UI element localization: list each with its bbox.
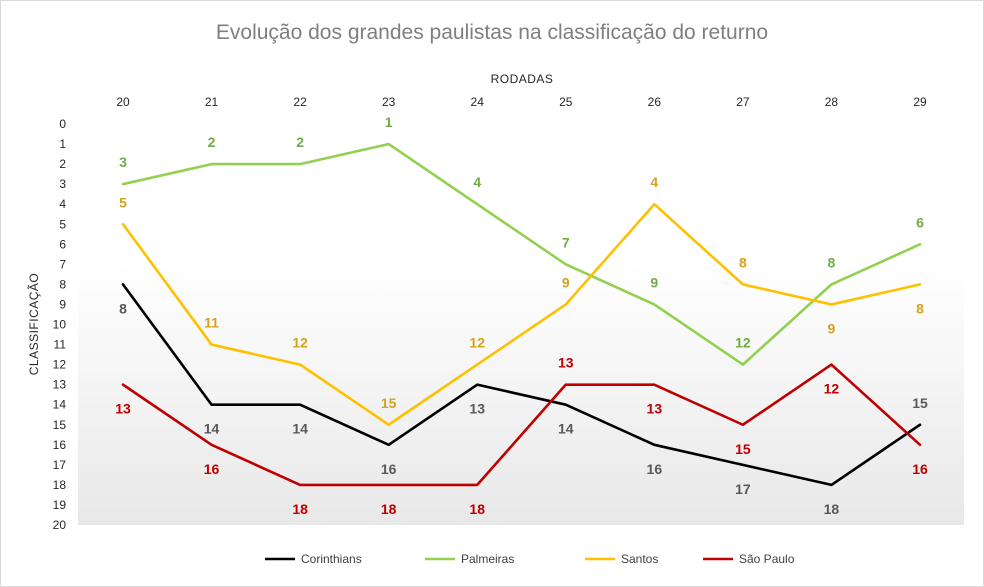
data-label-sao-paulo: 13: [558, 355, 574, 371]
data-label-palmeiras: 4: [473, 174, 481, 190]
data-label-sao-paulo: 13: [647, 401, 663, 417]
y-tick-label: 0: [59, 117, 66, 131]
y-tick-label: 1: [59, 137, 66, 151]
data-label-palmeiras: 3: [119, 154, 127, 170]
data-label-palmeiras: 7: [562, 234, 570, 250]
y-tick-label: 8: [59, 277, 66, 291]
y-tick-label: 19: [53, 498, 67, 512]
y-tick-label: 9: [59, 297, 66, 311]
series-line-corinthians: [121, 283, 922, 487]
y-tick-label: 2: [59, 157, 66, 171]
data-label-santos: 15: [381, 395, 397, 411]
legend-label-corinthians: Corinthians: [301, 552, 362, 566]
y-tick-label: 6: [59, 237, 66, 251]
x-tick-label: 22: [293, 95, 307, 109]
data-label-santos: 5: [119, 194, 127, 210]
x-tick-label: 26: [648, 95, 662, 109]
x-tick-label: 24: [471, 95, 485, 109]
data-label-santos: 9: [562, 274, 570, 290]
series-line-palmeiras: [121, 142, 922, 366]
x-tick-label: 29: [913, 95, 927, 109]
y-tick-label: 15: [53, 418, 67, 432]
legend-label-palmeiras: Palmeiras: [461, 552, 514, 566]
x-axis-title: RODADAS: [491, 72, 554, 86]
data-label-sao-paulo: 18: [292, 501, 308, 517]
y-axis-title: CLASSIFICAÇÃO: [27, 273, 41, 376]
x-axis-ticks: 20 21 22 23 24 25 26 27 28 29: [116, 95, 927, 109]
data-label-palmeiras: 1: [385, 114, 393, 130]
data-label-sao-paulo: 12: [824, 381, 840, 397]
data-label-sao-paulo: 13: [115, 401, 131, 417]
y-tick-label: 11: [54, 338, 67, 352]
data-label-corinthians: 18: [824, 501, 840, 517]
x-tick-label: 28: [825, 95, 839, 109]
y-tick-label: 4: [59, 197, 66, 211]
y-tick-label: 16: [53, 438, 67, 452]
data-label-santos: 11: [204, 315, 219, 331]
data-label-sao-paulo: 15: [735, 441, 751, 457]
y-tick-label: 17: [53, 458, 67, 472]
legend-label-sao-paulo: São Paulo: [739, 552, 795, 566]
y-tick-label: 13: [53, 378, 67, 392]
data-label-palmeiras: 12: [735, 335, 751, 351]
legend-label-santos: Santos: [621, 552, 658, 566]
series-layer: [121, 142, 922, 487]
data-label-corinthians: 13: [469, 401, 485, 417]
data-label-palmeiras: 8: [828, 254, 836, 270]
data-label-sao-paulo: 18: [381, 501, 397, 517]
data-label-corinthians: 8: [119, 300, 127, 316]
y-tick-label: 20: [53, 518, 67, 532]
data-label-palmeiras: 2: [208, 134, 216, 150]
data-label-palmeiras: 9: [650, 274, 658, 290]
data-label-corinthians: 15: [912, 395, 928, 411]
data-label-santos: 12: [469, 335, 485, 351]
data-label-palmeiras: 6: [916, 214, 924, 230]
x-tick-label: 21: [205, 95, 219, 109]
x-tick-label: 23: [382, 95, 396, 109]
data-label-sao-paulo: 16: [204, 461, 220, 477]
data-label-santos: 8: [916, 300, 924, 316]
data-label-sao-paulo: 16: [912, 461, 928, 477]
series-line-santos: [121, 202, 922, 427]
data-label-corinthians: 16: [381, 461, 397, 477]
data-label-santos: 4: [650, 174, 658, 190]
y-tick-label: 3: [59, 177, 66, 191]
legend: Corinthians Palmeiras Santos São Paulo: [265, 552, 795, 566]
data-label-corinthians: 17: [735, 481, 751, 497]
chart-title: Evolução dos grandes paulistas na classi…: [216, 21, 768, 44]
data-label-corinthians: 14: [204, 421, 220, 437]
x-tick-label: 20: [116, 95, 130, 109]
data-label-santos: 12: [292, 335, 308, 351]
x-tick-label: 27: [736, 95, 750, 109]
y-tick-label: 7: [59, 257, 66, 271]
data-label-sao-paulo: 18: [469, 501, 485, 517]
plot-area: [78, 123, 964, 525]
data-label-corinthians: 14: [292, 421, 308, 437]
data-label-santos: 8: [739, 254, 747, 270]
data-label-santos: 9: [828, 320, 836, 336]
data-label-palmeiras: 2: [296, 134, 304, 150]
data-label-corinthians: 14: [558, 421, 574, 437]
y-tick-label: 10: [53, 318, 67, 332]
x-tick-label: 25: [559, 95, 573, 109]
data-label-corinthians: 16: [647, 461, 663, 477]
y-tick-label: 5: [59, 217, 66, 231]
y-tick-label: 14: [53, 398, 67, 412]
series-line-sao-paulo: [121, 363, 922, 487]
y-tick-label: 12: [53, 358, 67, 372]
y-tick-label: 18: [53, 478, 67, 492]
